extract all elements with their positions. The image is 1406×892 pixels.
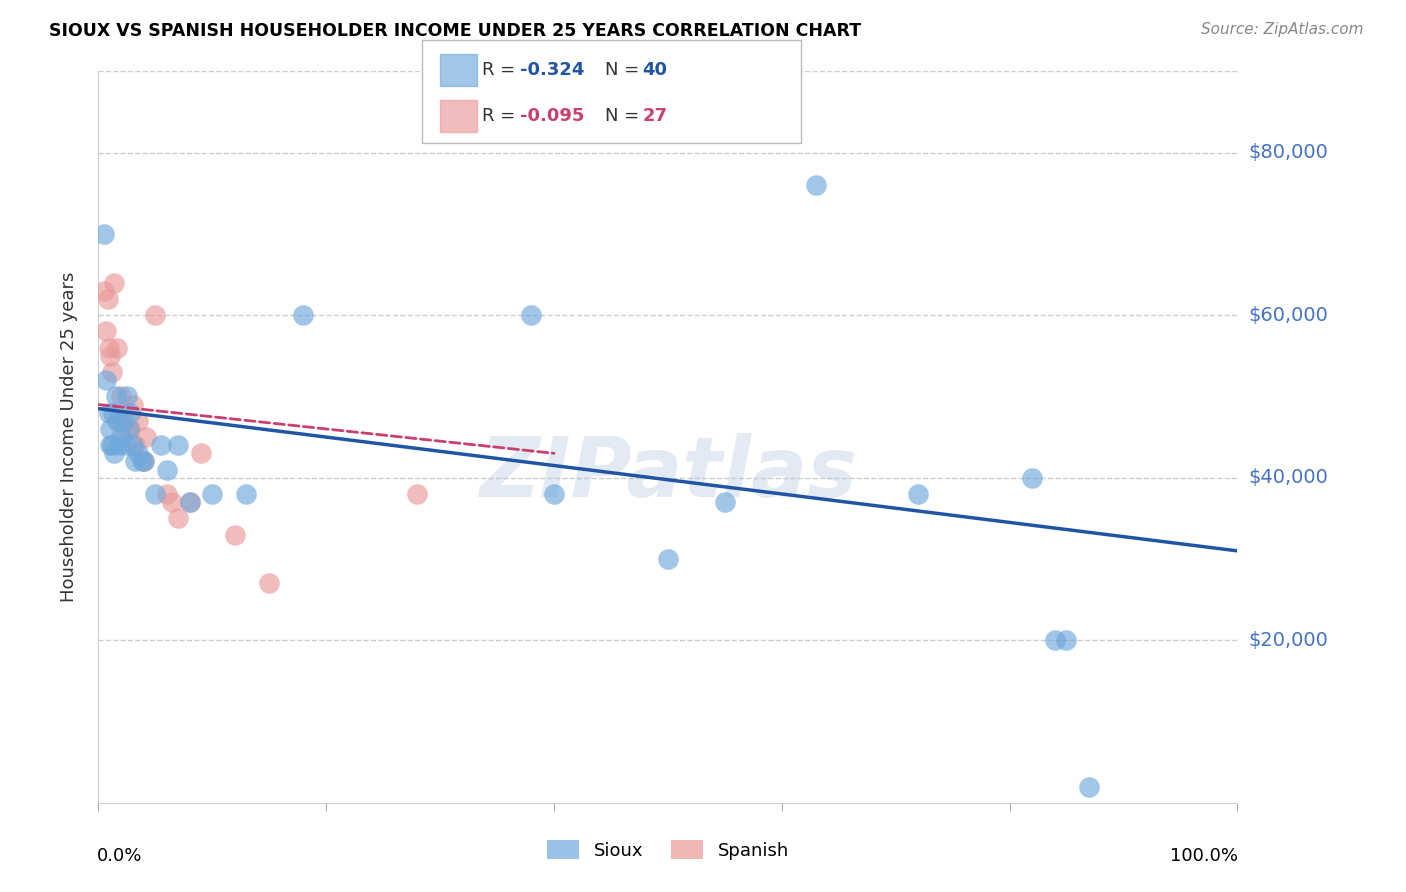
Point [179,495,201,509]
Point [150,438,173,452]
Point [112,414,135,428]
Text: N =: N = [605,61,644,78]
Text: 40: 40 [643,61,668,78]
Point [162,495,184,509]
Point [101,438,124,452]
Text: Source: ZipAtlas.com: Source: ZipAtlas.com [1201,22,1364,37]
Text: N =: N = [605,107,644,125]
Point [132,454,155,468]
Point [259,576,281,591]
Point [97,341,120,355]
Text: ZIPatlas: ZIPatlas [479,434,856,514]
Point [235,487,257,501]
Point [1021,471,1043,485]
Point [224,527,246,541]
Point [131,454,153,468]
Point [520,308,543,322]
Point [714,495,737,509]
Text: -0.095: -0.095 [520,107,585,125]
Text: 27: 27 [643,107,668,125]
Point [103,406,125,420]
Text: $40,000: $40,000 [1249,468,1329,487]
Point [1054,633,1078,648]
Point [1043,633,1066,648]
Point [108,438,131,452]
Text: $20,000: $20,000 [1249,631,1329,649]
Point [120,422,142,436]
Point [98,349,121,363]
Point [121,398,143,412]
Text: $60,000: $60,000 [1249,306,1329,325]
Point [98,438,121,452]
Text: R =: R = [482,61,522,78]
Point [167,438,190,452]
Text: R =: R = [482,107,522,125]
Point [93,284,115,298]
Point [96,325,118,339]
Point [104,389,127,403]
Point [145,308,167,322]
Point [112,414,135,428]
Point [907,487,929,501]
Point [120,406,142,420]
Point [98,422,121,436]
Point [127,414,149,428]
Point [1078,780,1101,794]
Text: SIOUX VS SPANISH HOUSEHOLDER INCOME UNDER 25 YEARS CORRELATION CHART: SIOUX VS SPANISH HOUSEHOLDER INCOME UNDE… [49,22,862,40]
Point [406,487,429,501]
Point [132,454,155,468]
Legend: Sioux, Spanish: Sioux, Spanish [540,833,796,867]
Point [179,495,201,509]
Point [96,373,118,387]
Point [118,422,141,436]
Point [103,446,125,460]
Point [804,178,827,193]
Point [105,414,128,428]
Point [145,487,167,501]
Point [292,308,315,322]
Point [127,446,149,460]
Point [114,438,136,452]
Y-axis label: Householder Income Under 25 years: Householder Income Under 25 years [59,272,77,602]
Point [97,406,120,420]
Point [657,552,679,566]
Point [110,430,132,444]
Point [110,389,132,403]
Point [96,292,118,306]
Text: $80,000: $80,000 [1249,143,1329,162]
Point [156,487,179,501]
Point [190,446,212,460]
Point [135,430,157,444]
Point [121,438,143,452]
Point [115,389,138,403]
Point [93,227,115,241]
Point [543,487,565,501]
Point [156,462,179,476]
Text: 100.0%: 100.0% [1170,847,1239,864]
Text: 0.0%: 0.0% [97,847,142,864]
Point [101,365,124,379]
Point [103,276,125,290]
Point [167,511,190,525]
Point [108,414,131,428]
Point [115,422,138,436]
Point [124,454,146,468]
Point [105,341,128,355]
Text: -0.324: -0.324 [520,61,585,78]
Point [201,487,224,501]
Point [124,438,146,452]
